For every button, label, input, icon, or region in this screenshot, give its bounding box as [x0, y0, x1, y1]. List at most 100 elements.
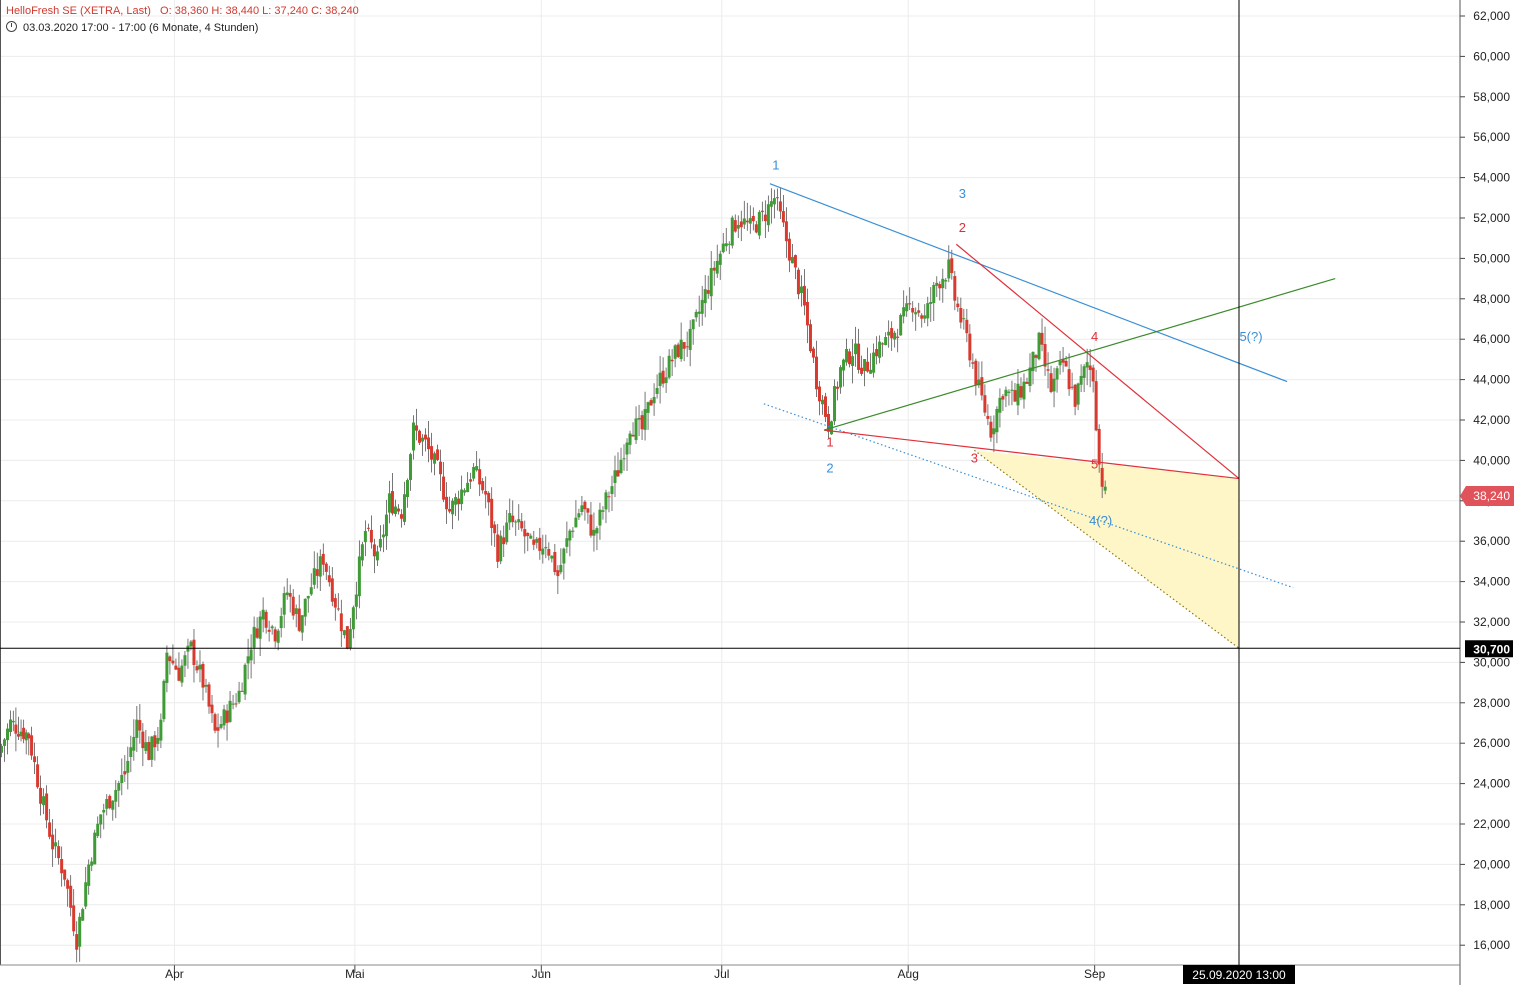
- candle-body: [655, 387, 659, 394]
- candle-body: [1082, 366, 1086, 378]
- candle-body: [631, 434, 635, 437]
- candle-body: [487, 492, 491, 503]
- candle-body: [81, 909, 85, 921]
- candle-body: [135, 719, 139, 738]
- candle-body: [282, 593, 286, 615]
- candle-body: [703, 289, 707, 304]
- candle-body: [523, 529, 527, 537]
- candle-body: [285, 592, 289, 596]
- candle-body: [514, 521, 518, 523]
- candle-body: [983, 395, 987, 413]
- candle-body: [22, 727, 26, 739]
- y-tick-label: 20,000: [1473, 857, 1510, 871]
- candle-body: [508, 513, 512, 523]
- candle-body: [619, 459, 623, 474]
- candle-body: [661, 370, 665, 384]
- candle-body: [111, 800, 115, 810]
- candle-body: [418, 430, 422, 443]
- wave-labels: 1 3 2 4 5(?) 1 2 3 5 4(?): [772, 158, 1262, 529]
- candle-body: [1064, 360, 1068, 367]
- candle-body: [634, 418, 638, 441]
- candle-body: [387, 493, 391, 513]
- candle-body: [796, 269, 800, 295]
- y-tick-label: 18,000: [1473, 898, 1510, 912]
- candle-body: [372, 544, 376, 557]
- candle-body: [267, 629, 271, 632]
- candle-body: [601, 510, 605, 512]
- candle-body: [342, 630, 346, 636]
- candle-body: [129, 747, 133, 757]
- candle-body: [1061, 358, 1065, 363]
- x-tick-label: Sep: [1084, 967, 1106, 981]
- candle-body: [914, 312, 918, 315]
- candle-body: [150, 736, 154, 760]
- y-tick-label: 26,000: [1473, 736, 1510, 750]
- candle-body: [396, 508, 400, 512]
- candle-body: [688, 328, 692, 350]
- x-tick-label: Mai: [345, 967, 364, 981]
- candle-body: [231, 703, 235, 705]
- candle-body: [339, 613, 343, 632]
- candle-body: [529, 535, 533, 539]
- candle-body: [760, 210, 764, 213]
- candle-body: [532, 539, 536, 545]
- candle-body: [1079, 375, 1083, 385]
- candle-body: [736, 224, 740, 229]
- candle-body: [439, 461, 443, 475]
- candle-body: [908, 303, 912, 305]
- candle-body: [887, 331, 891, 336]
- candle-body: [213, 714, 217, 731]
- candle-body: [207, 684, 211, 707]
- candle-body: [1097, 428, 1101, 465]
- candle-body: [664, 377, 668, 383]
- period-text: 03.03.2020 17:00 - 17:00 (6 Monate, 4 St…: [23, 22, 259, 34]
- candle-body: [255, 628, 259, 638]
- candle-body: [932, 284, 936, 304]
- candle-body: [51, 834, 55, 850]
- candle-body: [643, 409, 647, 430]
- candle-body: [297, 608, 301, 631]
- candle-body: [14, 724, 18, 734]
- candle-body: [321, 553, 325, 565]
- candle-body: [604, 492, 608, 510]
- candle-body: [324, 563, 328, 572]
- candle-body: [33, 756, 37, 763]
- candle-body: [144, 742, 148, 751]
- candle-body: [381, 534, 385, 538]
- candle-body: [466, 482, 470, 493]
- candle-body: [16, 734, 20, 737]
- candle-body: [667, 355, 671, 378]
- last-price-badge: [1460, 485, 1514, 506]
- candle-body: [968, 333, 972, 361]
- candle-body: [959, 307, 963, 323]
- candle-body: [866, 361, 870, 372]
- candle-body: [306, 595, 310, 599]
- trendline-blue-lower: [763, 403, 1294, 589]
- candle-body: [469, 479, 473, 482]
- candle-body: [938, 284, 942, 289]
- candle-body: [415, 425, 419, 431]
- candle-body: [493, 524, 497, 534]
- candle-body: [327, 575, 331, 583]
- y-tick-label: 32,000: [1473, 615, 1510, 629]
- candle-body: [261, 609, 265, 620]
- candle-body: [183, 655, 187, 666]
- candle-body: [1085, 362, 1089, 368]
- candle-body: [878, 341, 882, 358]
- candle-body: [159, 719, 163, 741]
- candle-body: [237, 690, 241, 703]
- candle-body: [884, 336, 888, 346]
- candle-body: [24, 732, 28, 741]
- wave-label: 2: [826, 461, 833, 476]
- candle-body: [442, 476, 446, 500]
- candle-body: [547, 549, 551, 556]
- candle-body: [742, 218, 746, 225]
- candle-body: [177, 667, 181, 681]
- candle-body: [730, 217, 734, 246]
- wave-label: 2: [959, 220, 966, 235]
- candle-body: [84, 882, 88, 907]
- wave-label: 3: [971, 450, 978, 465]
